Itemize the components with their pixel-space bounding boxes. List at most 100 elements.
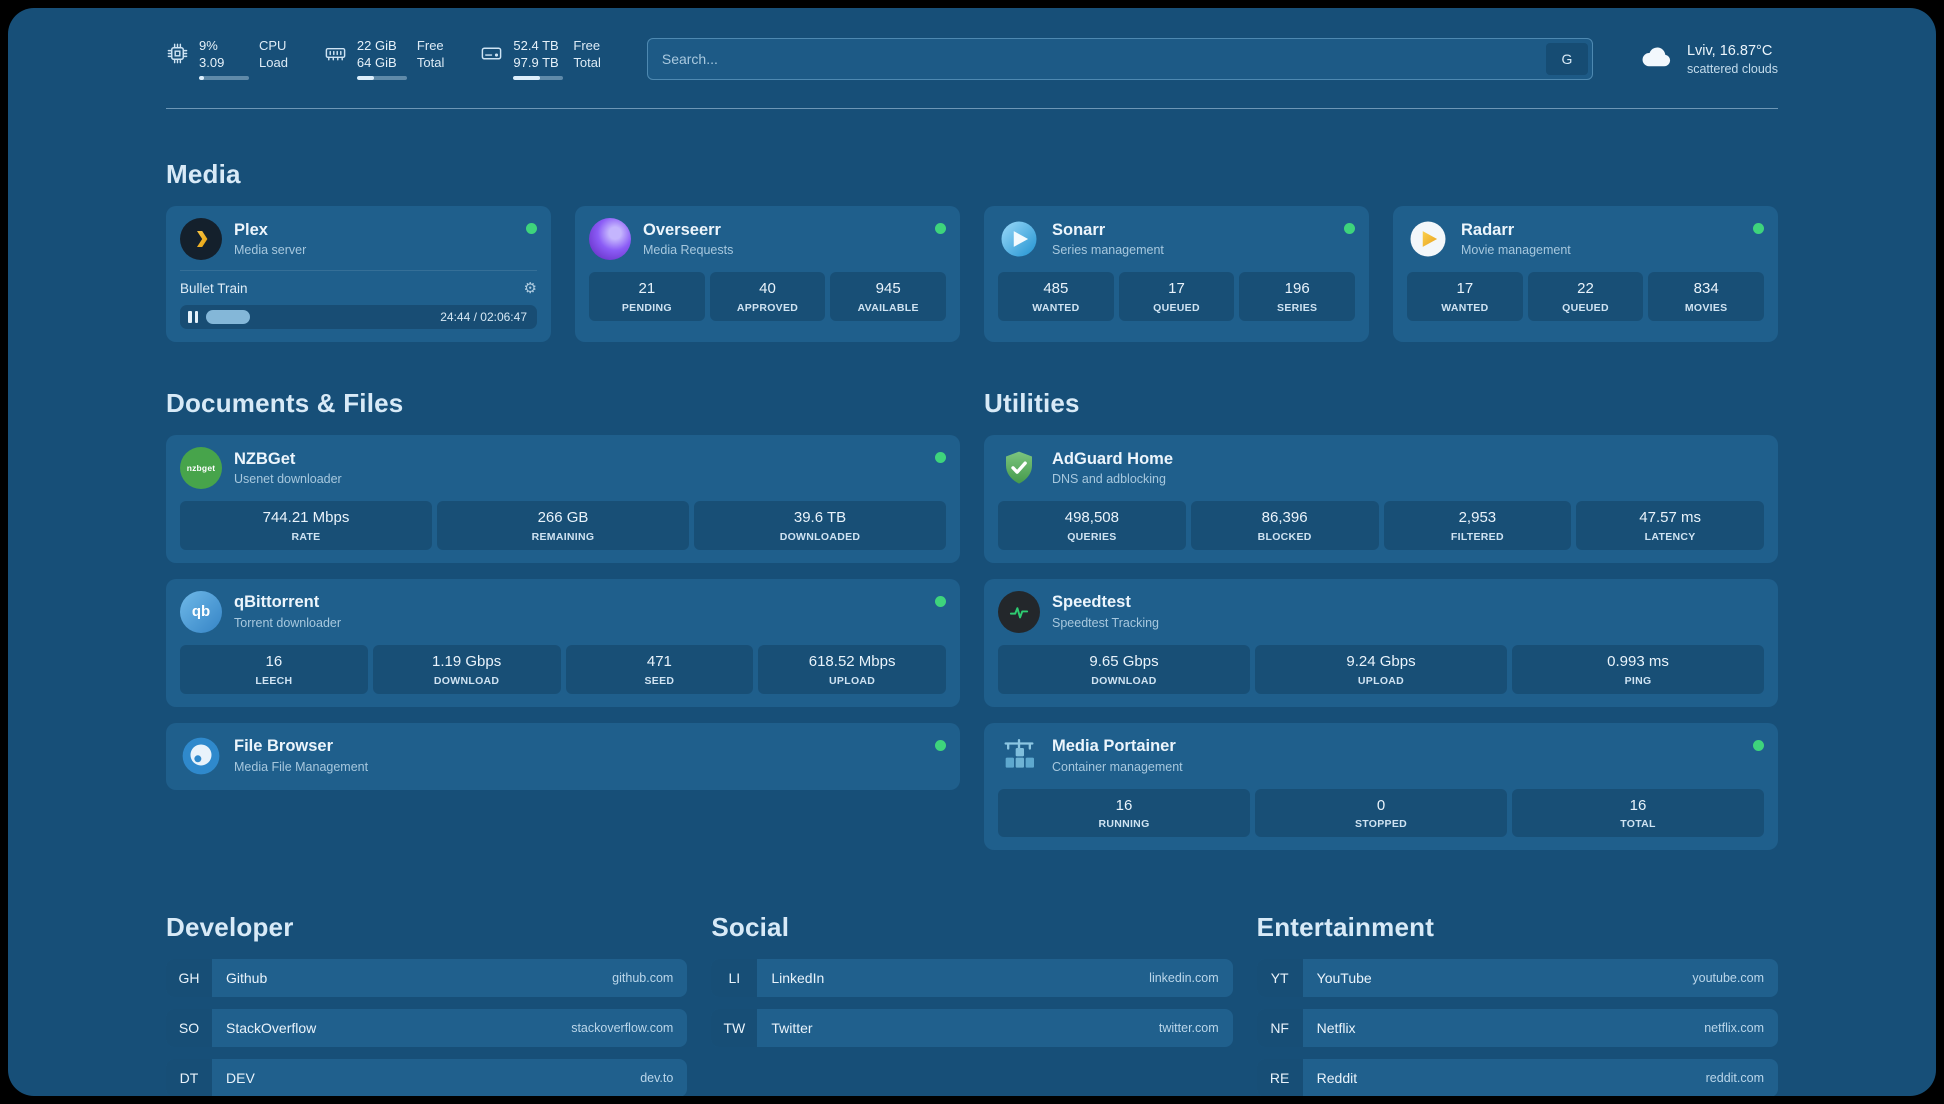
bookmark-abbr: NF (1256, 1009, 1303, 1048)
stat-tile: 0 STOPPED (1255, 788, 1507, 838)
playback-time: 24:44 / 02:06:47 (440, 310, 527, 324)
app-card-adguard[interactable]: AdGuard Home DNS and adblocking 498,508 Q… (984, 435, 1778, 563)
nzbget-icon: nzbget (180, 447, 222, 489)
app-card-plex[interactable]: Plex Media server Bullet Train ⚙ (166, 206, 551, 342)
app-card-overseerr[interactable]: Overseerr Media Requests 21 PENDING 40 APP… (575, 206, 960, 342)
stat-tile: 618.52 Mbps UPLOAD (758, 644, 946, 694)
bookmark-name: Netflix (1316, 1020, 1356, 1037)
bookmark-name: Reddit (1316, 1070, 1358, 1087)
disk-label-2: Total (573, 55, 601, 70)
cpu-load-average: 3.09 (199, 55, 225, 70)
stat-tile: 498,508 QUERIES (998, 501, 1186, 550)
disk-icon (480, 42, 503, 65)
gear-icon[interactable]: ⚙ (523, 280, 537, 297)
cloud-icon (1639, 39, 1675, 80)
status-online-dot (935, 595, 946, 607)
weather-condition: scattered clouds (1686, 61, 1778, 76)
stat-tile: 1.19 Gbps DOWNLOAD (372, 644, 561, 694)
documents-section-title: Documents & Files (166, 388, 404, 418)
section-media: Media Plex Media server (166, 159, 1778, 342)
utilities-section-title: Utilities (984, 388, 1080, 418)
stat-tile: 471 SEED (565, 644, 754, 694)
cpu-usage-bar (199, 75, 249, 80)
media-section-title: Media (166, 159, 241, 189)
ram-usage-bar (356, 75, 407, 80)
bookmark-name: LinkedIn (771, 970, 825, 987)
adguard-icon (998, 447, 1040, 489)
status-online-dot (1344, 223, 1355, 234)
app-card-filebrowser[interactable]: File Browser Media File Management (166, 722, 960, 790)
app-name: Radarr (1461, 220, 1515, 239)
stat-tile: 21 PENDING (589, 272, 705, 321)
topbar-divider (166, 108, 1778, 109)
app-name: Overseerr (643, 220, 721, 239)
portainer-icon (998, 735, 1040, 777)
system-metrics: 9% 3.09 CPU Load (166, 38, 601, 80)
bookmark-youtube[interactable]: YT YouTube youtube.com (1256, 959, 1778, 998)
app-card-speedtest[interactable]: Speedtest Speedtest Tracking 9.65 Gbps DO… (984, 578, 1778, 707)
bookmark-name: Github (226, 970, 268, 987)
stat-tile: 196 SERIES (1239, 272, 1356, 321)
disk-metric: 52.4 TB 97.9 TB Free Total (480, 38, 601, 80)
speedtest-icon (998, 590, 1040, 633)
app-subtitle: Usenet downloader (234, 472, 342, 487)
disk-label-1: Free (573, 38, 601, 54)
app-card-nzbget[interactable]: nzbget NZBGet Usenet downloader 744.21 M… (166, 435, 960, 563)
ram-label-2: Total (416, 55, 445, 70)
stat-tile: 945 AVAILABLE (830, 272, 947, 321)
overseerr-icon (589, 218, 631, 260)
disk-total-value: 97.9 TB (513, 55, 559, 70)
bookmark-twitter[interactable]: TW Twitter twitter.com (711, 1009, 1233, 1048)
ram-metric: 22 GiB 64 GiB Free Total (324, 38, 444, 80)
app-card-qbittorrent[interactable]: qb qBittorrent Torrent downloader 16 LEEC… (166, 578, 960, 707)
app-name: Sonarr (1052, 220, 1106, 239)
bookmark-url: github.com (612, 971, 674, 986)
bookmark-name: StackOverflow (226, 1020, 317, 1037)
status-online-dot (1753, 739, 1764, 751)
pause-button[interactable] (188, 311, 198, 323)
bookmark-abbr: TW (711, 1009, 758, 1048)
stat-tile: 834 MOVIES (1648, 272, 1765, 321)
app-subtitle: Torrent downloader (234, 616, 342, 631)
media-player-bar: 24:44 / 02:06:47 (180, 305, 537, 329)
ram-labels: Free Total (417, 38, 444, 72)
app-subtitle: Media Requests (643, 243, 734, 258)
disk-labels: Free Total (573, 38, 600, 72)
app-card-radarr[interactable]: Radarr Movie management 17 WANTED 22 QUEUE… (1393, 206, 1778, 342)
bookmark-reddit[interactable]: RE Reddit reddit.com (1256, 1059, 1778, 1096)
bookmark-github[interactable]: GH Github github.com (166, 959, 688, 998)
bookmark-dev[interactable]: DT DEV dev.to (166, 1059, 688, 1096)
bookmark-name: YouTube (1316, 970, 1372, 987)
app-card-sonarr[interactable]: Sonarr Series management 485 WANTED 17 QUE… (984, 206, 1369, 342)
bookmark-linkedin[interactable]: LI LinkedIn linkedin.com (711, 959, 1233, 998)
cpu-metric: 9% 3.09 CPU Load (166, 38, 288, 80)
stat-tile: 744.21 Mbps RATE (180, 501, 432, 550)
sonarr-icon (998, 218, 1040, 260)
status-online-dot (526, 223, 537, 234)
app-subtitle: Movie management (1461, 243, 1571, 258)
bookmark-stackoverflow[interactable]: SO StackOverflow stackoverflow.com (166, 1009, 688, 1048)
app-subtitle: Series management (1052, 243, 1164, 258)
disk-free-value: 52.4 TB (513, 38, 559, 54)
search-input[interactable] (646, 38, 1593, 80)
playback-progress-bar[interactable] (206, 310, 432, 324)
app-name: File Browser (234, 737, 334, 756)
top-bar: 9% 3.09 CPU Load (166, 38, 1778, 80)
app-name: NZBGet (234, 449, 296, 468)
bookmark-url: reddit.com (1705, 1071, 1764, 1086)
entertainment-section-title: Entertainment (1256, 912, 1435, 943)
app-subtitle: Media File Management (234, 759, 369, 774)
bookmark-abbr: YT (1256, 959, 1303, 998)
bookmark-netflix[interactable]: NF Netflix netflix.com (1256, 1009, 1778, 1048)
weather-text: Lviv, 16.87°C scattered clouds (1687, 43, 1778, 76)
dashboard-window: 9% 3.09 CPU Load (8, 8, 1936, 1096)
disk-values: 52.4 TB 97.9 TB (513, 38, 564, 80)
radarr-icon (1407, 218, 1449, 260)
search-engine-button[interactable]: G (1545, 43, 1588, 75)
app-name: Speedtest (1052, 593, 1131, 612)
app-card-portainer[interactable]: Media Portainer Container management 16 R… (984, 722, 1778, 851)
weather-widget: Lviv, 16.87°C scattered clouds (1639, 39, 1778, 80)
app-subtitle: Container management (1052, 759, 1183, 774)
developer-section-title: Developer (166, 912, 294, 943)
bookmark-url: stackoverflow.com (571, 1021, 674, 1036)
